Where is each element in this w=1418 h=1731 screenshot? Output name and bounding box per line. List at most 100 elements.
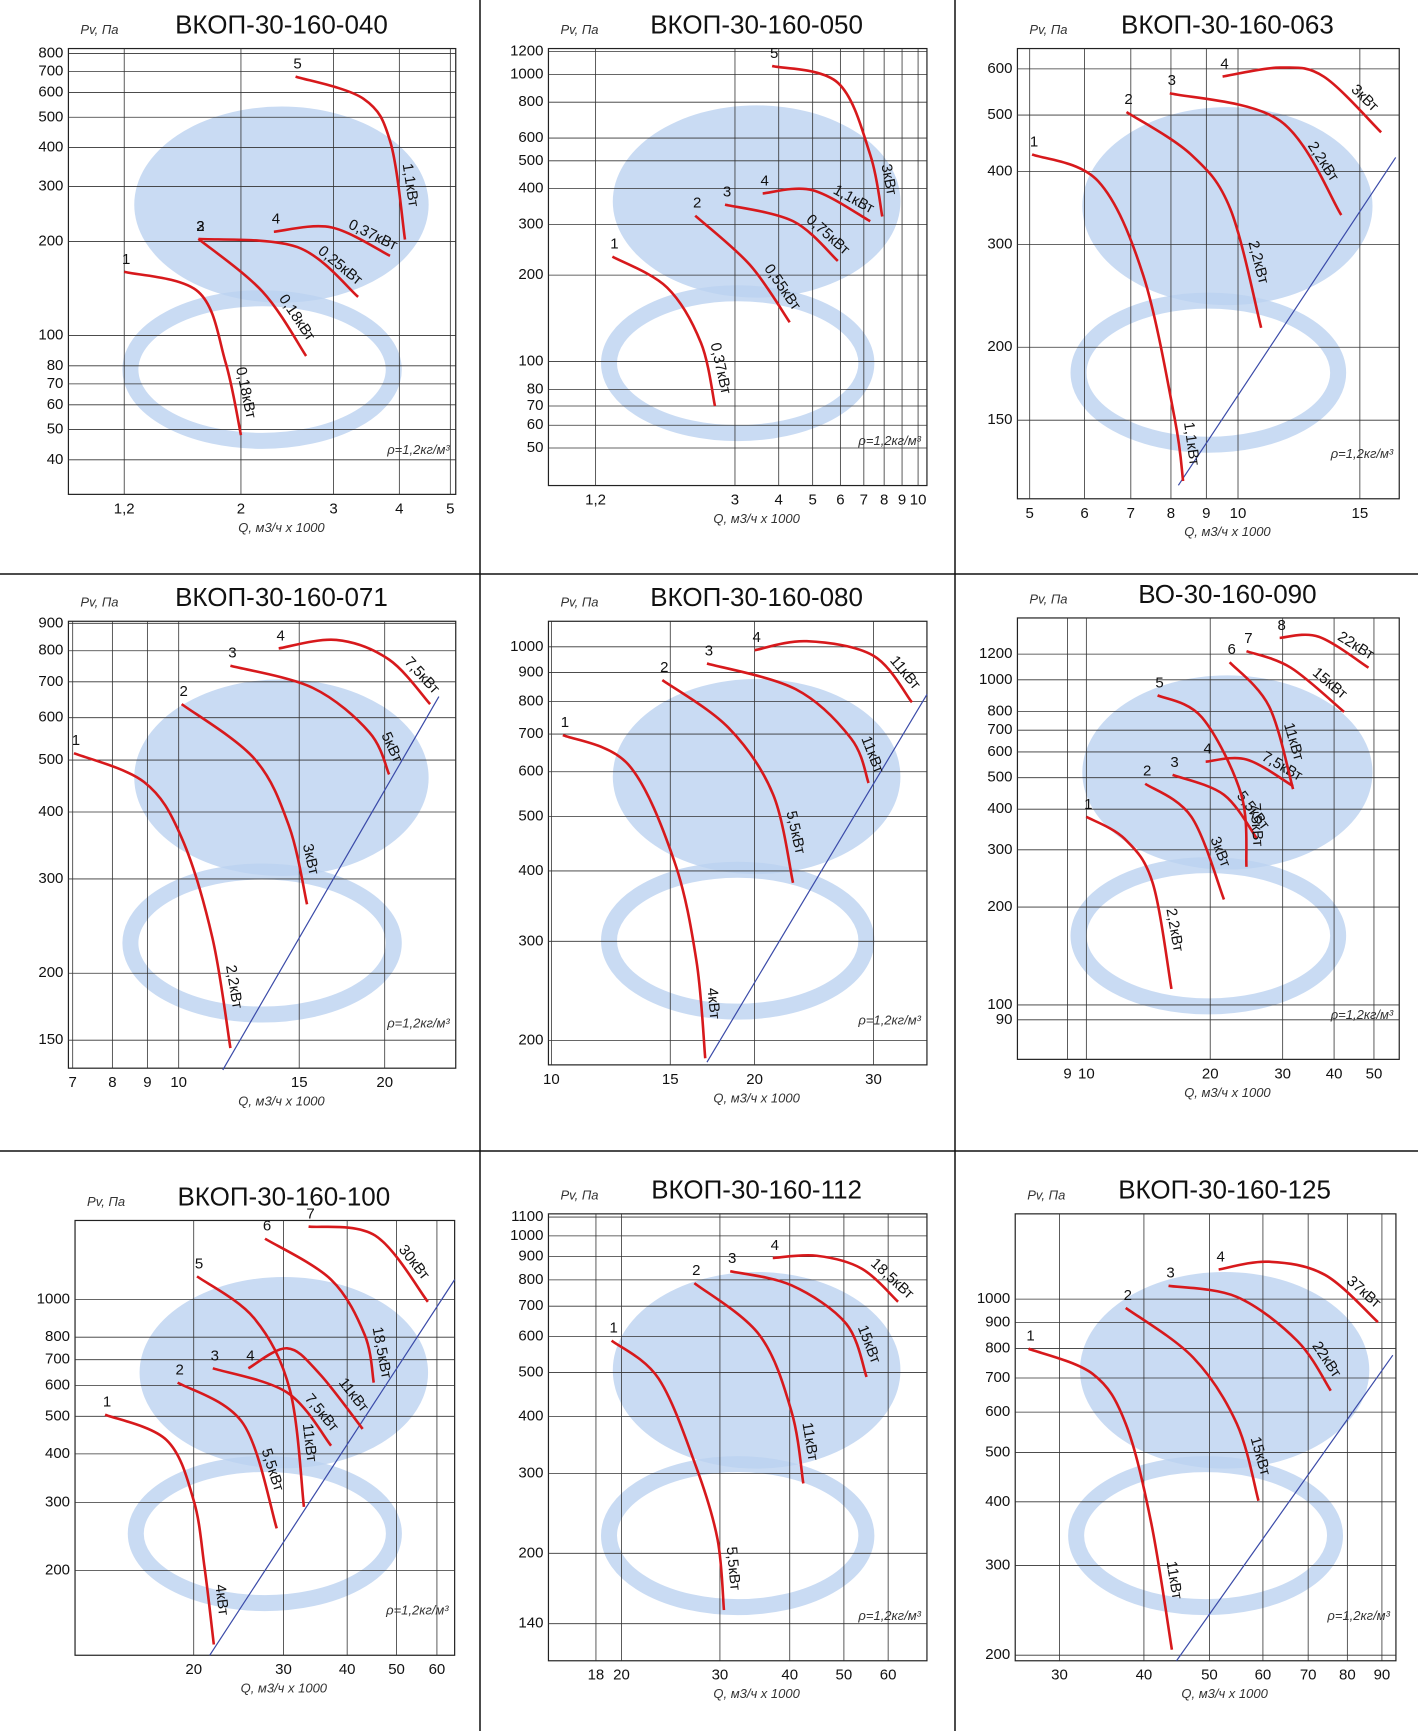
power-label: 11кВт <box>1163 1560 1186 1601</box>
power-label: 3кВт <box>877 163 900 197</box>
y-tick-label: 300 <box>38 178 63 195</box>
y-tick-label: 40 <box>47 451 64 468</box>
performance-curve <box>1169 91 1343 216</box>
curve-number: 4 <box>761 172 769 189</box>
x-tick-label: 60 <box>880 1667 897 1684</box>
y-tick-label: 800 <box>518 692 543 709</box>
x-tick-label: 8 <box>108 1074 116 1091</box>
curve-number: 1 <box>1084 796 1092 813</box>
performance-curve <box>273 224 391 258</box>
watermark <box>122 863 402 1023</box>
performance-curve <box>264 1237 376 1383</box>
density-label: ρ=1,2кг/м³ <box>1330 1007 1394 1022</box>
y-tick-label: 150 <box>38 1031 63 1048</box>
y-axis-label: Pv, Па <box>560 595 598 610</box>
x-tick-label: 60 <box>1255 1667 1272 1684</box>
y-tick-label: 500 <box>518 807 543 824</box>
performance-curve <box>1246 649 1345 713</box>
x-axis-label: Q, м3/ч x 1000 <box>1184 1085 1271 1100</box>
reference-line <box>706 694 928 1063</box>
performance-curve <box>73 752 232 1049</box>
x-axis-label: Q, м3/ч x 1000 <box>1181 1686 1268 1701</box>
y-tick-label: 100 <box>987 996 1012 1013</box>
curve-number: 8 <box>1277 617 1285 634</box>
y-tick-label: 500 <box>38 108 63 125</box>
y-tick-label: 900 <box>518 1248 543 1265</box>
y-tick-label: 200 <box>518 266 543 283</box>
chart-title: ВКОП-30-160-080 <box>650 582 863 612</box>
density-label: ρ=1,2кг/м³ <box>857 1012 921 1027</box>
plot-frame <box>74 1219 456 1656</box>
performance-curve <box>610 1339 726 1611</box>
y-tick-label: 800 <box>518 93 543 110</box>
y-axis-label: Pv, Па <box>560 22 598 37</box>
density-label: ρ=1,2кг/м³ <box>1330 446 1394 461</box>
performance-curve <box>661 678 795 884</box>
curve-number: 4 <box>1216 1248 1224 1265</box>
y-tick-label: 600 <box>985 1403 1010 1420</box>
x-tick-label: 18 <box>588 1667 605 1684</box>
curve-number: 1 <box>103 1394 111 1411</box>
x-tick-label: 20 <box>613 1667 630 1684</box>
x-tick-label: 3 <box>329 500 337 517</box>
y-tick-label: 600 <box>38 709 63 726</box>
watermark <box>134 679 429 877</box>
watermark <box>601 1456 875 1616</box>
curve-number: 3 <box>705 642 713 659</box>
y-tick-label: 500 <box>38 751 63 768</box>
y-tick-label: 900 <box>518 664 543 681</box>
curve-number: 2 <box>179 683 187 700</box>
performance-curve <box>1124 1306 1260 1502</box>
power-label: 1,1кВт <box>399 162 422 208</box>
performance-curve <box>754 639 913 704</box>
watermark <box>1070 857 1347 1015</box>
y-tick-label: 150 <box>987 411 1012 428</box>
density-label: ρ=1,2кг/м³ <box>857 433 921 448</box>
performance-curve <box>212 1367 333 1447</box>
y-tick-label: 600 <box>45 1377 70 1394</box>
curve-number: 1 <box>122 251 130 268</box>
y-tick-label: 300 <box>45 1493 70 1510</box>
x-axis-label: Q, м3/ч x 1000 <box>713 511 800 526</box>
x-tick-label: 7 <box>860 492 868 509</box>
y-tick-label: 50 <box>527 439 544 456</box>
watermark <box>1070 292 1347 453</box>
y-tick-label: 200 <box>38 233 63 250</box>
x-tick-label: 15 <box>291 1074 308 1091</box>
y-tick-label: 500 <box>985 1443 1010 1460</box>
reference-line <box>209 1279 456 1656</box>
power-label: 11кВт <box>798 1421 821 1462</box>
performance-curve <box>694 214 791 324</box>
plot-frame <box>1016 617 1400 1060</box>
reference-line <box>1177 157 1397 486</box>
performance-curve <box>295 75 407 240</box>
curve-number: 4 <box>277 627 285 644</box>
y-tick-label: 800 <box>38 45 63 62</box>
power-label: 2,2кВт <box>222 964 246 1010</box>
chart-title: ВКОП-30-160-071 <box>175 582 388 612</box>
y-tick-label: 800 <box>518 1271 543 1288</box>
plot-frame <box>67 47 457 495</box>
x-axis-label: Q, м3/ч x 1000 <box>713 1090 800 1105</box>
y-axis-label: Pv, Па <box>1029 22 1067 37</box>
performance-curve <box>308 1225 429 1303</box>
y-tick-label: 300 <box>518 1464 543 1481</box>
chart-panel: 20 30 40 50 60 1000 800 700 600 500 400 300 200 1 4кВт… <box>37 1181 456 1696</box>
x-tick-label: 7 <box>69 1074 77 1091</box>
density-label: ρ=1,2кг/м³ <box>386 1016 450 1031</box>
watermark <box>1082 675 1373 870</box>
x-tick-label: 10 <box>170 1074 187 1091</box>
y-tick-label: 100 <box>518 353 543 370</box>
x-tick-label: 1,2 <box>114 500 135 517</box>
y-tick-label: 60 <box>527 416 544 433</box>
y-tick-label: 300 <box>987 235 1012 252</box>
curve-number: 6 <box>1227 641 1235 658</box>
performance-curve <box>1144 782 1226 900</box>
y-tick-label: 500 <box>45 1407 70 1424</box>
x-tick-label: 6 <box>836 492 844 509</box>
y-tick-label: 1000 <box>510 1227 543 1244</box>
y-tick-label: 200 <box>518 1031 543 1048</box>
performance-curve <box>196 1275 306 1508</box>
y-tick-label: 200 <box>45 1562 70 1579</box>
